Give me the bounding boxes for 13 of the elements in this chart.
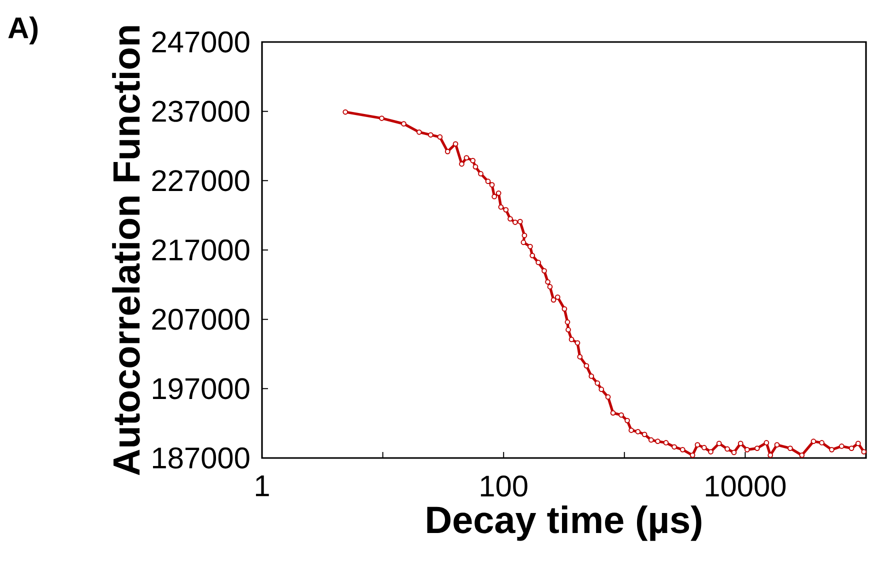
y-tick-label: 247000: [152, 31, 250, 53]
y-tick-label: 197000: [153, 378, 250, 400]
x-axis-title: Decay time (µs): [427, 506, 702, 541]
y-tick-label: 217000: [152, 239, 250, 261]
y-axis-title: Autocorrelation Function: [112, 26, 140, 476]
y-tick-label: 187000: [153, 447, 250, 469]
x-tick-label: 1: [256, 476, 269, 496]
y-tick-label: 227000: [152, 170, 250, 192]
text: A): [8, 16, 38, 44]
y-tick-label: 207000: [152, 308, 250, 330]
x-tick-label: 100: [480, 476, 528, 497]
y-tick-label: 237000: [152, 100, 250, 122]
x-tick-label: 10000: [706, 476, 786, 497]
